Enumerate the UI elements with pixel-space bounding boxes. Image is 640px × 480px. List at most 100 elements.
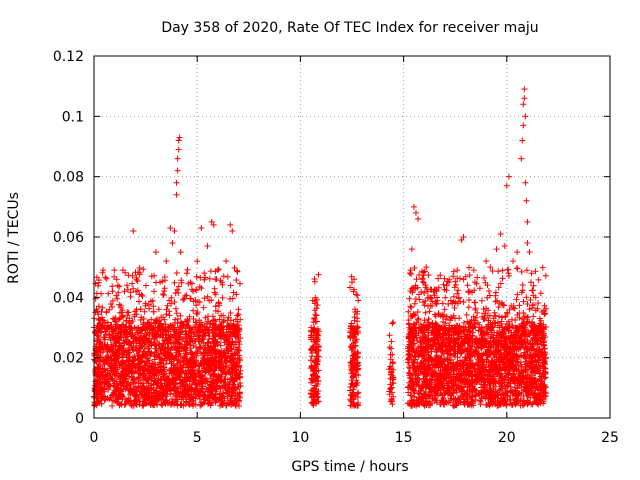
roti-point	[309, 297, 316, 304]
roti-point	[227, 221, 234, 228]
axis-ticks: 0 5 10 15 20 25 0 0.02 0.04 0.06 0.08 0.1 0.12	[53, 49, 619, 446]
roti-point	[483, 258, 490, 265]
roti-point	[194, 258, 201, 265]
roti-point	[528, 270, 535, 277]
roti-point	[501, 243, 508, 250]
roti-point	[163, 258, 170, 265]
roti-point	[497, 230, 504, 237]
x-tick-label: 10	[291, 430, 309, 446]
roti-point	[152, 249, 159, 256]
roti-point	[136, 291, 143, 298]
y-tick-label: 0.12	[53, 49, 84, 65]
roti-point	[353, 291, 360, 298]
roti-point-cloud	[91, 264, 549, 409]
roti-point	[177, 249, 184, 256]
roti-point	[446, 279, 453, 286]
roti-point	[113, 276, 120, 283]
y-tick-label: 0.02	[53, 351, 84, 367]
roti-point	[174, 155, 181, 162]
roti-point	[526, 249, 533, 256]
chart-title: Day 358 of 2020, Rate Of TEC Index for r…	[161, 20, 538, 36]
roti-point	[540, 330, 547, 337]
roti-point	[210, 221, 217, 228]
roti-point	[175, 137, 182, 144]
roti-point	[351, 276, 358, 283]
roti-point	[142, 300, 149, 307]
roti-point	[520, 101, 527, 108]
roti-point	[173, 179, 180, 186]
roti-point	[171, 227, 178, 234]
roti-point	[521, 95, 528, 102]
y-tick-label: 0.06	[53, 230, 84, 246]
roti-point	[349, 279, 355, 286]
roti-point	[518, 155, 525, 162]
roti-point	[439, 300, 446, 307]
roti-point	[520, 122, 527, 129]
roti-point	[190, 288, 197, 295]
roti-point	[450, 273, 457, 280]
data-points	[91, 86, 549, 409]
roti-point	[235, 306, 242, 313]
roti-point	[410, 203, 417, 210]
roti-point	[208, 218, 215, 225]
roti-point	[198, 224, 205, 231]
y-tick-label: 0.1	[62, 109, 84, 125]
roti-point	[532, 294, 539, 301]
x-axis-title: GPS time / hours	[291, 459, 408, 475]
roti-point	[173, 191, 180, 198]
roti-point	[174, 167, 181, 174]
roti-point	[233, 291, 240, 298]
roti-point	[175, 146, 182, 153]
roti-point	[524, 240, 531, 247]
roti-point	[223, 258, 230, 265]
roti-point	[169, 240, 176, 247]
roti-point	[523, 197, 530, 204]
roti-point	[97, 321, 104, 328]
roti-point	[389, 351, 396, 358]
y-tick-label: 0.08	[53, 170, 84, 186]
roti-point	[109, 288, 116, 295]
roti-point	[313, 318, 320, 325]
roti-point	[176, 134, 183, 141]
roti-point	[214, 267, 221, 274]
x-tick-label: 5	[193, 430, 202, 446]
roti-point	[460, 234, 467, 240]
roti-point	[470, 267, 477, 274]
roti-point	[157, 279, 164, 286]
roti-point	[524, 218, 531, 225]
roti-point	[503, 182, 510, 189]
roti-point	[536, 315, 543, 322]
y-tick-label: 0.04	[53, 290, 84, 306]
roti-point	[103, 309, 110, 316]
x-tick-label: 25	[601, 430, 619, 446]
roti-point	[124, 282, 131, 289]
roti-point	[183, 270, 190, 277]
x-tick-label: 15	[395, 430, 413, 446]
roti-point	[204, 243, 211, 250]
roti-point	[487, 264, 494, 271]
roti-point	[130, 227, 137, 234]
roti-point	[433, 288, 440, 295]
roti-point	[458, 237, 465, 244]
roti-point	[311, 300, 318, 307]
roti-point	[493, 246, 500, 253]
roti-point	[167, 224, 174, 231]
roti-point	[415, 215, 422, 222]
roti-point	[509, 258, 516, 265]
roti-point	[148, 273, 155, 280]
y-axis-title: ROTI / TECUs	[6, 192, 22, 284]
roti-point	[408, 246, 415, 253]
roti-point	[412, 209, 419, 216]
x-tick-label: 0	[90, 430, 99, 446]
roti-point	[388, 345, 395, 352]
grid-lines	[94, 56, 610, 418]
roti-point	[218, 279, 225, 286]
roti-point	[514, 249, 521, 256]
y-tick-label: 0	[75, 411, 84, 427]
roti-point	[119, 267, 126, 274]
roti-point	[521, 86, 528, 93]
roti-point	[454, 267, 461, 274]
roti-point	[419, 276, 426, 283]
